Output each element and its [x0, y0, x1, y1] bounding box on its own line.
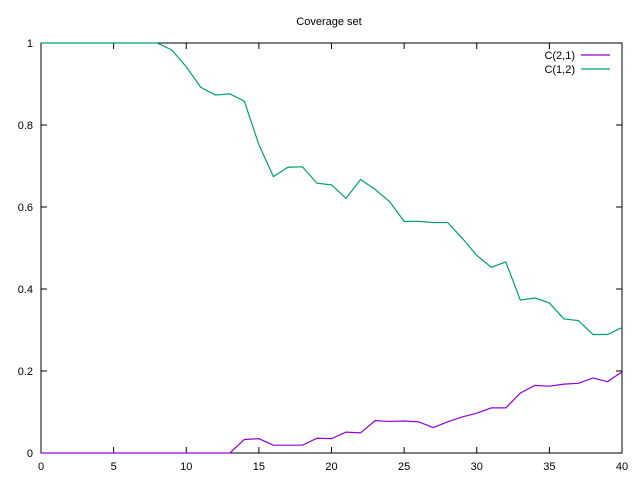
- x-tick-label: 30: [471, 461, 483, 473]
- y-tick-label: 0.4: [18, 284, 33, 296]
- y-tick-label: 0.8: [18, 120, 33, 132]
- legend: C(2,1) C(1,2): [544, 50, 610, 76]
- plot-frame: [40, 42, 623, 454]
- y-tick-label: 0.6: [18, 202, 33, 214]
- series-layer: [41, 42, 623, 454]
- x-tick-label: 10: [180, 461, 192, 473]
- x-tick-label: 0: [38, 461, 44, 473]
- legend-label-c12: C(1,2): [544, 64, 575, 76]
- x-tick-label: 35: [543, 461, 555, 473]
- x-tick-label: 40: [616, 461, 628, 473]
- y-tick-label: 1: [27, 38, 33, 50]
- x-tick-label: 25: [398, 461, 410, 473]
- axes: 0 5 10 15 20 25 30 35 40 0 0.2 0.4 0.6 0.8 1: [18, 38, 628, 473]
- chart-title: Coverage set: [296, 16, 361, 28]
- x-tick-label: 20: [325, 461, 337, 473]
- x-tick-label: 5: [111, 461, 117, 473]
- series-line-c21: [41, 371, 623, 454]
- legend-label-c21: C(2,1): [544, 50, 575, 62]
- y-tick-label: 0.2: [18, 366, 33, 378]
- series-line-c12: [41, 42, 623, 336]
- y-tick-label: 0: [27, 448, 33, 460]
- x-tick-label: 15: [253, 461, 265, 473]
